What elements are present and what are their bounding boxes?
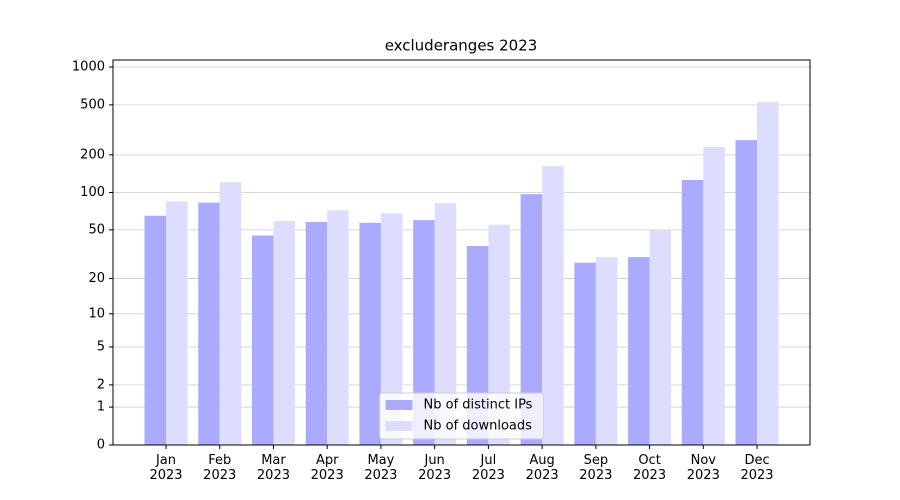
bar — [628, 257, 650, 445]
bar — [198, 202, 220, 445]
y-tick-label: 2 — [97, 377, 105, 392]
bar — [273, 220, 295, 445]
x-tick-label: Jul 2023 — [471, 453, 505, 483]
y-tick-label: 5 — [97, 339, 105, 354]
bar — [681, 179, 704, 445]
bar — [434, 203, 457, 445]
chart-title: excluderanges 2023 — [385, 37, 538, 55]
bar — [219, 182, 242, 445]
plot-frame — [112, 59, 811, 446]
y-tick-label: 10 — [88, 306, 105, 321]
bar — [305, 221, 328, 445]
bar — [488, 224, 510, 445]
bar — [327, 210, 349, 445]
x-tick-label: Nov 2023 — [686, 453, 720, 483]
bar — [542, 165, 564, 445]
x-tick-label: Dec 2023 — [740, 453, 774, 483]
bar — [359, 222, 381, 445]
bar — [757, 102, 779, 445]
legend-swatch — [385, 421, 413, 431]
x-tick-label: May 2023 — [364, 453, 398, 483]
x-tick-label: Mar 2023 — [256, 453, 290, 483]
legend-label: Nb of downloads — [424, 419, 533, 434]
y-tick-label: 50 — [88, 222, 105, 237]
x-tick-label: Jan 2023 — [149, 453, 183, 483]
bar — [380, 213, 403, 445]
legend: Nb of distinct IPs Nb of downloads — [379, 392, 544, 440]
bar — [413, 220, 435, 445]
bar — [144, 215, 166, 445]
bar — [166, 201, 188, 445]
bar — [703, 147, 725, 445]
legend-label: Nb of distinct IPs — [424, 398, 533, 413]
x-tick-label: Aug 2023 — [525, 453, 559, 483]
bar — [520, 194, 543, 445]
y-tick-label: 0 — [97, 438, 105, 453]
bar — [595, 257, 618, 445]
x-tick-label: Feb 2023 — [203, 453, 237, 483]
y-tick-label: 500 — [80, 97, 105, 112]
y-tick-label: 20 — [88, 271, 105, 286]
bar — [735, 140, 758, 446]
y-tick-label: 200 — [80, 147, 105, 162]
y-tick-label: 1000 — [72, 60, 105, 75]
y-tick-label: 1 — [97, 400, 105, 415]
x-tick-label: Apr 2023 — [310, 453, 344, 483]
y-tick-label: 100 — [80, 185, 105, 200]
legend-swatch — [385, 400, 413, 410]
bar — [251, 235, 274, 445]
legend-box — [379, 392, 544, 440]
bar — [574, 262, 596, 445]
x-tick-label: Jun 2023 — [418, 453, 452, 483]
x-tick-label: Sep 2023 — [579, 453, 613, 483]
bar — [649, 229, 672, 445]
x-tick-label: Oct 2023 — [633, 453, 667, 483]
